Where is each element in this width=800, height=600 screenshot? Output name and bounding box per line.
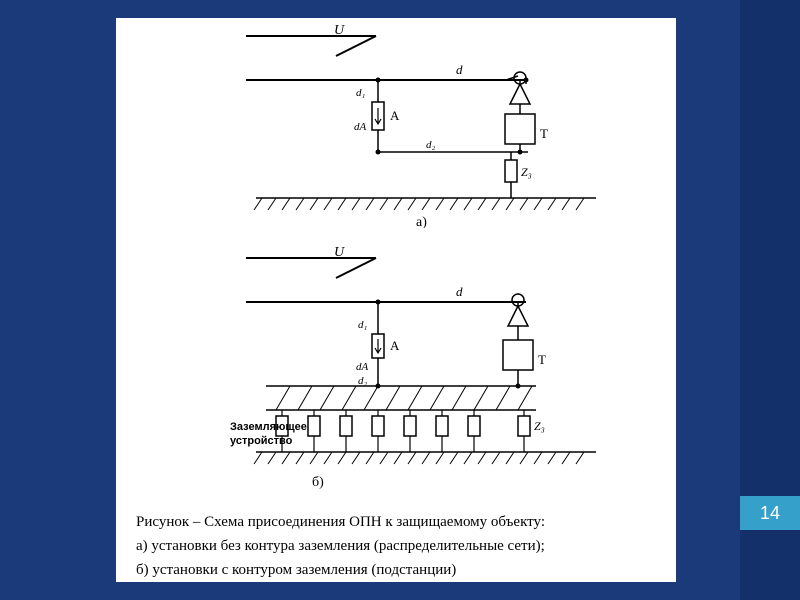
- svg-text:dА: dА: [354, 121, 367, 133]
- diagram-a: Ud d₁ АdА d₂ Т Z₃ а): [116, 18, 676, 228]
- svg-text:d: d: [456, 284, 463, 299]
- page-number-badge: 14: [740, 496, 800, 530]
- svg-text:б): б): [312, 475, 324, 490]
- caption-line-3: б) установки с контуром заземления (подс…: [136, 558, 656, 582]
- svg-text:Z₃: Z₃: [521, 165, 532, 179]
- svg-text:Заземляющее: Заземляющее: [230, 421, 307, 433]
- svg-text:d₁: d₁: [356, 87, 366, 99]
- svg-text:Т: Т: [540, 126, 548, 141]
- svg-text:d₂: d₂: [358, 375, 368, 387]
- svg-text:d: d: [456, 62, 463, 77]
- svg-text:d₁: d₁: [358, 319, 368, 331]
- caption-line-1: Рисунок – Схема присоединения ОПН к защи…: [136, 510, 656, 534]
- svg-text:А: А: [390, 338, 400, 353]
- svg-text:d₂: d₂: [426, 139, 436, 151]
- svg-text:dА: dА: [356, 361, 369, 373]
- caption-line-2: а) установки без контура заземления (рас…: [136, 534, 656, 558]
- svg-text:А: А: [390, 108, 400, 123]
- svg-text:а): а): [416, 215, 427, 228]
- diagram-b: Ud d₁ АdА d₂ Т Z₃ Заземляющее устройство б): [116, 240, 676, 490]
- svg-text:U: U: [334, 245, 345, 260]
- svg-text:U: U: [334, 23, 345, 38]
- figure-caption: Рисунок – Схема присоединения ОПН к защи…: [136, 510, 656, 582]
- slide-page: 14 Ud d₁ АdА d₂ Т Z₃ а) Ud d₁ АdА d₂ Т Z₃ Заземляюще…: [0, 0, 800, 600]
- svg-text:устройство: устройство: [230, 435, 293, 447]
- svg-text:Z₃: Z₃: [534, 419, 545, 433]
- figure-sheet: Ud d₁ АdА d₂ Т Z₃ а) Ud d₁ АdА d₂ Т Z₃ Заземляющее ус…: [116, 18, 676, 582]
- svg-text:Т: Т: [538, 352, 546, 367]
